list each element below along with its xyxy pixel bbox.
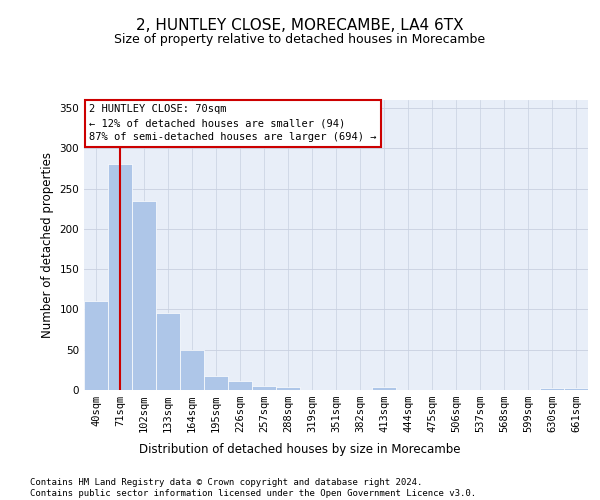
Text: Contains HM Land Registry data © Crown copyright and database right 2024.
Contai: Contains HM Land Registry data © Crown c…: [30, 478, 476, 498]
Bar: [564, 388, 588, 390]
Bar: [540, 388, 564, 390]
Bar: [228, 381, 252, 390]
Bar: [252, 386, 276, 390]
Bar: [84, 302, 108, 390]
Y-axis label: Number of detached properties: Number of detached properties: [41, 152, 54, 338]
Text: Distribution of detached houses by size in Morecambe: Distribution of detached houses by size …: [139, 442, 461, 456]
Text: Size of property relative to detached houses in Morecambe: Size of property relative to detached ho…: [115, 32, 485, 46]
Text: 2, HUNTLEY CLOSE, MORECAMBE, LA4 6TX: 2, HUNTLEY CLOSE, MORECAMBE, LA4 6TX: [136, 18, 464, 32]
Bar: [372, 387, 396, 390]
Bar: [156, 314, 180, 390]
Bar: [108, 164, 132, 390]
Bar: [204, 376, 228, 390]
Bar: [180, 350, 204, 390]
Text: 2 HUNTLEY CLOSE: 70sqm
← 12% of detached houses are smaller (94)
87% of semi-det: 2 HUNTLEY CLOSE: 70sqm ← 12% of detached…: [89, 104, 377, 142]
Bar: [276, 387, 300, 390]
Bar: [132, 200, 156, 390]
